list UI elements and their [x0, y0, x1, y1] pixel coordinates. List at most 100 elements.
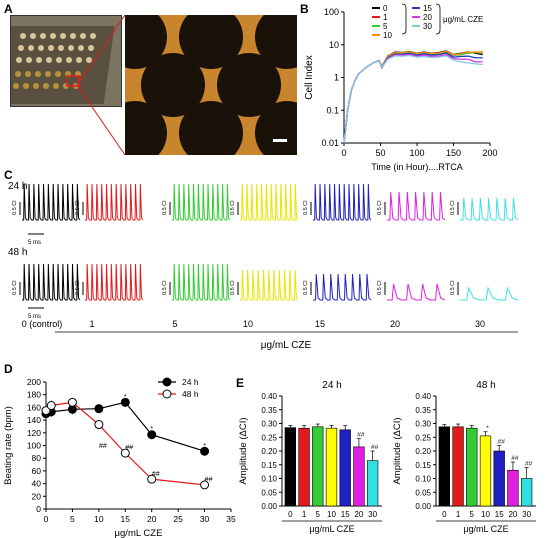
- significance-mark: ##: [525, 461, 533, 468]
- significance-mark: *: [124, 394, 127, 401]
- series-line-10: [343, 50, 483, 144]
- data-point: [41, 406, 51, 416]
- time-scale-label: 5 ms: [28, 314, 41, 320]
- y-tick-label: 140: [27, 415, 41, 425]
- panel-label-c: C: [4, 168, 13, 182]
- significance-mark: *: [150, 426, 153, 433]
- y-tick-label: 20: [32, 491, 42, 501]
- x-tick-label: 100: [409, 148, 424, 158]
- y-tick-label: 0.15: [261, 461, 277, 470]
- trace-group-3: [240, 269, 299, 301]
- group-label-0: 0 (control): [22, 319, 63, 329]
- amp-scale-label: 0.5 CI: [12, 200, 18, 215]
- y-tick-label: 40: [32, 479, 42, 489]
- y-tick-label: 0.30: [415, 420, 431, 429]
- panel-e-24h-chart: 24 h 0.00 0.05 0.10 0.15 0.20 0.25 0.30 0.35 0.40…: [238, 380, 382, 534]
- amp-scale-label: 0.5 CI: [162, 200, 168, 215]
- x-tick-label: 15: [121, 514, 131, 524]
- series-line-1: [343, 50, 483, 144]
- x-tick-label: 35: [226, 514, 236, 524]
- data-point: [120, 448, 130, 458]
- trace-group-5: [387, 191, 446, 221]
- panel-d-chart: 0 20 40 60 80 100 120 140 160 180 200 0 5 10 15 20 25 30 3…: [3, 377, 236, 538]
- y-tick-label: 0.05: [261, 488, 277, 497]
- amp-scale-label: 0.5 CI: [75, 200, 81, 215]
- trace-group-4: [313, 273, 372, 301]
- x-tick-label: 20: [508, 510, 517, 519]
- y-tick-label: 0.40: [415, 392, 431, 401]
- data-point: [147, 430, 157, 440]
- data-point: [120, 397, 130, 407]
- legend-bracket-left: [401, 3, 407, 35]
- bar-0: [438, 426, 450, 507]
- panel-c-traces: 0.5 CI 0.5 CI 0.5 CI 0.5 CI 0.5 CI 0.5 CI 0.5 …: [12, 183, 519, 351]
- data-point: [46, 400, 56, 410]
- y-tick-label: 0.00: [261, 502, 277, 511]
- bar-1: [452, 426, 464, 507]
- panel-label-a: A: [4, 2, 13, 16]
- trace-group-2: [172, 263, 231, 301]
- x-axis-title: μg/mL CZE: [115, 528, 163, 538]
- bar-20: [353, 446, 365, 507]
- group-label-5: 20: [390, 319, 400, 329]
- x-axis-title: μg/mL CZE: [463, 524, 508, 534]
- data-point: [94, 420, 104, 430]
- legend-label: 30: [423, 22, 432, 31]
- legend-label: 10: [383, 31, 392, 40]
- x-tick-label: 30: [522, 510, 531, 519]
- y-axis-title: Amplitude (ΔCI): [238, 417, 249, 484]
- x-tick-label: 10: [481, 510, 490, 519]
- x-tick-label: 50: [375, 148, 385, 158]
- y-tick-label: 10: [329, 40, 339, 50]
- y-tick-label: 0.10: [261, 475, 277, 484]
- series-line-15: [343, 52, 483, 144]
- bar-1: [298, 427, 310, 507]
- significance-mark: *: [203, 443, 206, 450]
- y-tick-label: 1: [334, 73, 339, 83]
- legend-label: 20: [423, 13, 432, 22]
- y-tick-label: 0.05: [415, 488, 431, 497]
- amp-scale-label: 0.5 CI: [230, 280, 236, 295]
- x-tick-label: 0: [341, 148, 346, 158]
- y-tick-label: 180: [27, 390, 41, 400]
- series-line-30: [343, 54, 483, 144]
- data-point: [94, 404, 104, 414]
- y-tick-label: 0.30: [261, 420, 277, 429]
- trace-group-4: [313, 183, 372, 221]
- y-tick-label: 0.35: [415, 406, 431, 415]
- bar-15: [339, 429, 351, 507]
- y-tick-label: 0.10: [415, 475, 431, 484]
- panel-label-d: D: [4, 362, 13, 376]
- data-point: [147, 474, 157, 484]
- bar-30: [366, 460, 379, 507]
- zoom-lines: [76, 14, 126, 156]
- y-tick-label: 60: [32, 466, 42, 476]
- amp-scale-label: 0.5 CI: [303, 200, 309, 215]
- y-tick-label: 0.00: [415, 502, 431, 511]
- y-tick-label: 200: [27, 377, 41, 387]
- significance-mark: ##: [99, 443, 107, 450]
- y-tick-label: 100: [324, 7, 339, 17]
- trace-group-6: [460, 197, 519, 221]
- x-tick-label: 0: [442, 510, 447, 519]
- x-tick-label: 30: [368, 510, 377, 519]
- y-tick-label: 0.20: [261, 447, 277, 456]
- x-tick-label: 150: [446, 148, 461, 158]
- y-tick-label: 0.20: [415, 447, 431, 456]
- amp-scale-label: 0.5 CI: [12, 280, 18, 295]
- x-tick-label: 5: [470, 510, 475, 519]
- significance-mark: *: [486, 425, 489, 432]
- microscopy-image: [125, 15, 297, 155]
- x-tick-label: 20: [354, 510, 363, 519]
- group-label-6: 30: [475, 319, 485, 329]
- bar-10: [325, 427, 338, 507]
- bar-10: [479, 435, 492, 507]
- x-tick-label: 5: [316, 510, 321, 519]
- amp-scale-label: 0.5 CI: [75, 280, 81, 295]
- bar-5: [312, 426, 324, 507]
- amp-scale-label: 0.5 CI: [377, 200, 383, 215]
- legend-label: 48 h: [182, 389, 199, 399]
- panel-label-b: B: [300, 2, 309, 16]
